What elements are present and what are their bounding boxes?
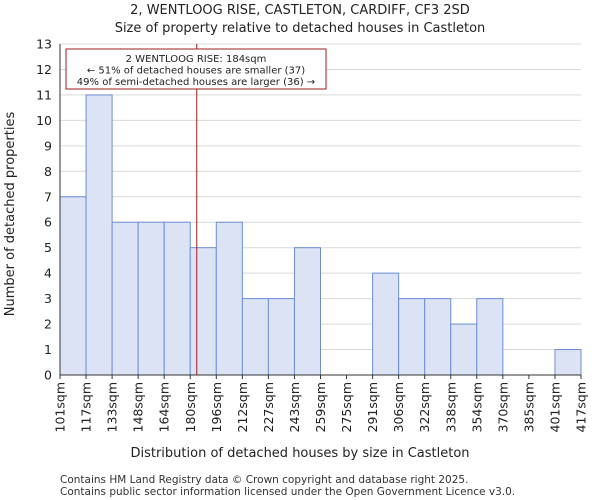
- x-tick-label: 227sqm: [261, 382, 276, 432]
- bar: [59, 196, 87, 376]
- annotation-box: [65, 48, 327, 90]
- y-tick-label: 12: [36, 62, 52, 77]
- bar: [554, 349, 582, 376]
- y-tick-label: 10: [36, 113, 52, 128]
- chart-title: 2, WENTLOOG RISE, CASTLETON, CARDIFF, CF…: [130, 3, 470, 18]
- x-tick-label: 196sqm: [209, 382, 224, 432]
- y-tick-label: 3: [44, 291, 52, 306]
- bar: [163, 221, 191, 376]
- x-tick-label: 385sqm: [521, 382, 536, 432]
- bars: [59, 94, 582, 376]
- x-tick-label: 338sqm: [443, 382, 458, 432]
- y-tick-label: 7: [44, 189, 52, 204]
- y-tick-label: 2: [44, 317, 52, 332]
- x-tick-label: 354sqm: [469, 382, 484, 432]
- x-tick-label: 148sqm: [131, 382, 146, 432]
- chart-subtitle: Size of property relative to detached ho…: [115, 21, 486, 36]
- bar: [424, 298, 452, 376]
- x-tick-label: 243sqm: [287, 382, 302, 432]
- annotation-line: 49% of semi-detached houses are larger (…: [77, 77, 315, 88]
- y-tick-label: 11: [36, 87, 52, 102]
- y-tick-label: 1: [44, 342, 52, 357]
- annotation-line: ← 51% of detached houses are smaller (37…: [87, 66, 305, 77]
- x-tick-label: 275sqm: [339, 382, 354, 432]
- bar: [398, 298, 426, 376]
- bar: [372, 272, 400, 376]
- x-tick-label: 133sqm: [105, 382, 120, 432]
- x-tick-label: 259sqm: [313, 382, 328, 432]
- y-tick-label: 5: [44, 240, 52, 255]
- x-axis-title: Distribution of detached houses by size …: [130, 446, 469, 461]
- bar: [293, 247, 322, 376]
- y-axis-title: Number of detached properties: [3, 112, 18, 317]
- x-tick-label: 212sqm: [235, 382, 250, 432]
- bar: [137, 221, 165, 376]
- x-tick-label: 291sqm: [365, 382, 380, 432]
- footer-line-1: Contains HM Land Registry data © Crown c…: [60, 474, 468, 486]
- bar: [450, 323, 478, 376]
- bar: [267, 298, 295, 376]
- y-tick-label: 6: [44, 215, 52, 230]
- x-tick-label: 401sqm: [547, 382, 562, 432]
- x-tick-label: 370sqm: [495, 382, 510, 432]
- x-tick-label: 164sqm: [157, 382, 172, 432]
- y-tick-label: 4: [44, 266, 52, 281]
- x-tick-label: 306sqm: [391, 382, 406, 432]
- bar: [241, 298, 269, 376]
- bar: [215, 221, 243, 376]
- bar: [111, 221, 139, 376]
- y-tick-label: 8: [44, 164, 52, 179]
- bar: [189, 247, 217, 376]
- y-tick-label: 13: [36, 37, 52, 52]
- x-tick-label: 101sqm: [53, 382, 68, 432]
- x-tick-label: 322sqm: [417, 382, 432, 432]
- y-tick-label: 0: [44, 368, 52, 383]
- footer-line-2: Contains public sector information licen…: [60, 486, 515, 498]
- bar: [476, 298, 504, 376]
- x-tick-label: 117sqm: [79, 382, 94, 432]
- x-tick-label: 180sqm: [183, 382, 198, 432]
- bar: [85, 94, 113, 376]
- y-tick-label: 9: [44, 138, 52, 153]
- x-tick-label: 417sqm: [574, 382, 589, 432]
- property-marker: 2 WENTLOOG RISE: 184sqm← 51% of detached…: [65, 44, 327, 375]
- annotation-line: 2 WENTLOOG RISE: 184sqm: [126, 54, 267, 65]
